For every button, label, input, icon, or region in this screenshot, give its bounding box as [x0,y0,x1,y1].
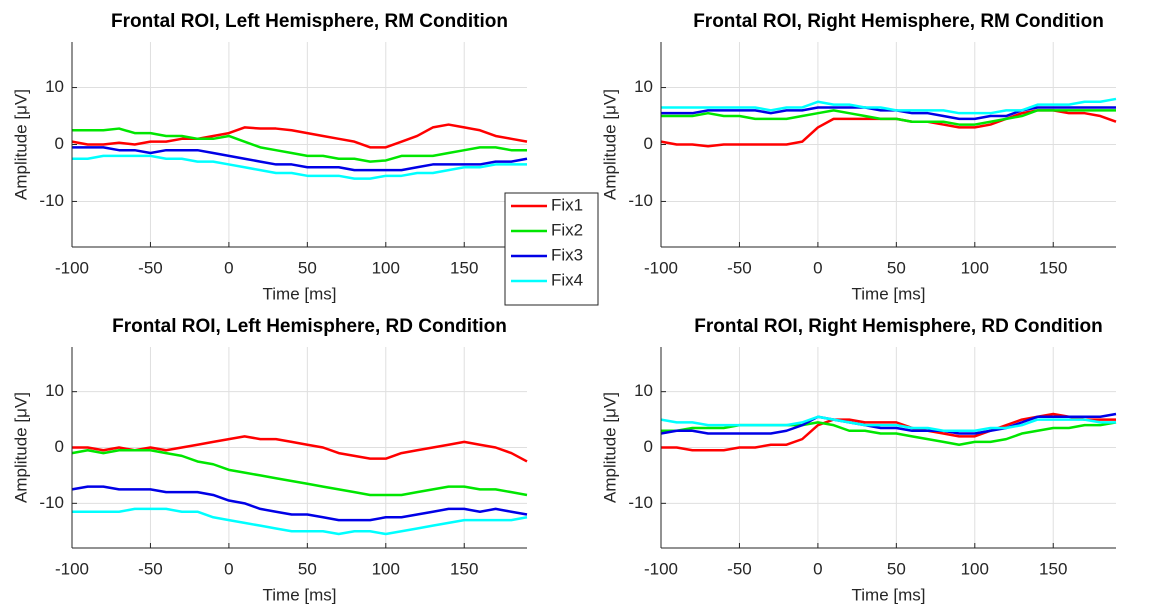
x-tick-label: 0 [813,559,822,578]
data-line [72,146,528,172]
x-tick-label: -50 [138,559,163,578]
x-tick-label: 150 [1039,258,1067,277]
x-tick-label: -50 [727,258,752,277]
x-tick-label: 50 [298,559,317,578]
data-line [661,97,1117,115]
y-tick-label: -10 [628,493,653,512]
y-tick-label: -10 [628,191,653,210]
y-axis-label: Amplitude [μV] [600,89,619,200]
x-tick-label: 150 [450,258,478,277]
x-axis-label: Time [ms] [263,585,337,604]
y-tick-label: -10 [39,493,64,512]
chart-title: Frontal ROI, Left Hemisphere, RM Conditi… [111,11,508,32]
data-line [71,485,528,522]
x-tick-label: 100 [961,559,989,578]
x-tick-label: 50 [887,559,906,578]
y-axis-label: Amplitude [μV] [600,392,619,503]
data-line [661,109,1116,126]
data-line [71,449,528,497]
data-line [72,127,527,163]
y-axis-label: Amplitude [μV] [11,89,30,200]
x-axis-label: Time [ms] [852,284,926,303]
chart-title: Frontal ROI, Left Hemisphere, RD Conditi… [112,316,507,337]
x-tick-label: 100 [961,258,989,277]
y-tick-label: 10 [45,381,64,400]
y-tick-label: 0 [644,437,653,456]
x-tick-label: -100 [55,559,89,578]
data-line [660,412,1117,435]
chart-title: Frontal ROI, Right Hemisphere, RM Condit… [693,11,1104,32]
legend-label: Fix4 [551,270,583,289]
y-tick-label: 0 [644,134,653,153]
x-tick-label: 100 [372,258,400,277]
x-tick-label: 50 [298,258,317,277]
x-axis-label: Time [ms] [852,585,926,604]
x-tick-label: 0 [224,559,233,578]
y-tick-label: 10 [634,381,653,400]
x-tick-label: -100 [644,258,678,277]
legend-label: Fix1 [551,195,583,214]
x-axis-label: Time [ms] [263,284,337,303]
chart-title: Frontal ROI, Right Hemisphere, RD Condit… [694,316,1103,337]
x-tick-label: 50 [887,258,906,277]
legend-label: Fix3 [551,245,583,264]
data-line [72,507,528,536]
x-tick-label: -50 [138,258,163,277]
y-tick-label: 10 [634,77,653,96]
y-tick-label: 0 [55,437,64,456]
x-tick-label: 100 [372,559,400,578]
x-tick-label: 150 [1039,559,1067,578]
y-tick-label: 0 [55,134,64,153]
x-tick-label: -100 [644,559,678,578]
x-tick-label: -50 [727,559,752,578]
x-tick-label: 0 [224,258,233,277]
x-tick-label: 0 [813,258,822,277]
x-tick-label: 150 [450,559,478,578]
x-tick-label: -100 [55,258,89,277]
y-tick-label: 10 [45,77,64,96]
legend-box [504,192,599,306]
data-line [72,154,527,180]
y-axis-label: Amplitude [μV] [11,392,30,503]
data-line [660,415,1116,432]
data-line [71,123,528,149]
data-line [72,435,528,463]
data-line [661,106,1116,121]
legend-label: Fix2 [551,220,583,239]
y-tick-label: -10 [39,191,64,210]
